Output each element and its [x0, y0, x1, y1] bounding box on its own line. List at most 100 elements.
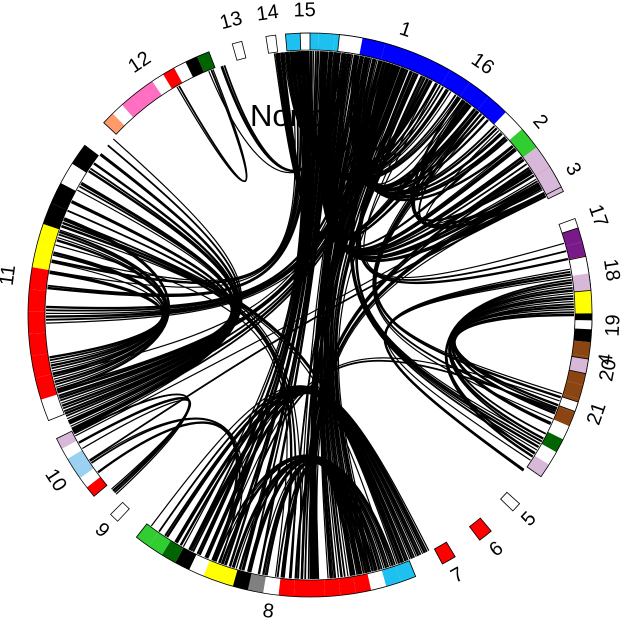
chromosome-band [553, 406, 575, 427]
chromosome-band [300, 33, 310, 51]
chromosome-band [469, 518, 492, 541]
link-ribbon [47, 50, 313, 297]
chromosome-label: 7 [447, 563, 468, 588]
chromosome-band [265, 35, 278, 54]
chromosome-20 [568, 355, 589, 375]
chromosome-band [152, 74, 172, 96]
chromosome-band [27, 311, 46, 334]
chromosome-12 [103, 51, 216, 135]
link-ribbon [205, 50, 313, 559]
chromosome-band [31, 353, 52, 379]
chromosome-outline [433, 541, 456, 565]
chromosome-band [494, 112, 523, 141]
chromosome-band [136, 523, 159, 547]
link-ribbon [51, 51, 302, 284]
chromosome-band [32, 245, 54, 271]
chromosome-label: 12 [124, 47, 155, 78]
link-ribbon [62, 221, 404, 563]
chromosome-9 [110, 501, 130, 522]
chromosome-band [293, 579, 310, 597]
link-ribbon [453, 313, 575, 407]
chromosome-band [56, 431, 77, 449]
chromosome-outline [103, 51, 216, 135]
chromosome-band [562, 380, 584, 400]
chromosome-band [60, 163, 87, 191]
chromosome-label: 1 [397, 18, 415, 42]
link-ribbon [322, 70, 412, 578]
link-ribbon [335, 54, 517, 252]
chromosome-label: 20 [595, 357, 621, 383]
link-ribbon [176, 69, 248, 182]
chromosome-band [500, 492, 520, 511]
chromosome-band [509, 129, 537, 158]
chromosome-band [122, 96, 143, 118]
chromosome-band [359, 37, 386, 60]
chromosome-band [338, 576, 356, 596]
chromosome-band [163, 67, 183, 89]
chromosome-band [569, 356, 589, 374]
link-ribbon [81, 399, 191, 490]
link-ribbon [304, 171, 533, 580]
link-ribbon [320, 69, 409, 579]
chromosome-label: 4 [594, 352, 617, 366]
chromosome-band [460, 82, 489, 110]
chromosome-band [232, 569, 252, 591]
chromosome-band [61, 440, 83, 459]
chromosome-band [562, 227, 583, 247]
link-ribbon [90, 417, 241, 564]
chromosome-outline [27, 144, 99, 422]
chromosome-band [572, 340, 591, 357]
chromosome-band [79, 468, 101, 488]
chromosome-band [110, 502, 130, 522]
chromosome-band [263, 576, 281, 596]
chromosome-label: 15 [293, 0, 316, 21]
chromosome-label: 18 [599, 257, 624, 282]
chromosome-label: 6 [485, 537, 507, 561]
chromosome-label: 11 [0, 263, 20, 286]
link-ribbon [337, 83, 439, 571]
chromosome-8 [135, 523, 417, 598]
chromosome-label: 16 [467, 49, 498, 80]
chromosome-label: 10 [40, 465, 71, 496]
link-ribbon [359, 58, 498, 194]
chromosome-11 [27, 144, 99, 422]
link-ribbon [64, 170, 238, 415]
chromosome-label: 13 [218, 7, 245, 34]
chromosome-14 [265, 34, 279, 54]
link-ribbon [448, 292, 574, 442]
chromosome-label: 9 [90, 519, 113, 543]
chromosome-outline [231, 40, 247, 61]
chromosome-band [523, 147, 550, 176]
chromosome-band [535, 166, 562, 195]
chromosome-band [527, 455, 550, 477]
chromosome-band [175, 547, 197, 570]
chromosome-band [203, 560, 224, 582]
chromosome-band [337, 34, 363, 55]
link-ribbon [354, 56, 508, 199]
chromosome-band [572, 273, 591, 292]
link-ribbon [178, 69, 248, 182]
chromosome-band [73, 459, 94, 479]
chromosome-outline [110, 501, 130, 522]
chromosome-band [148, 532, 171, 555]
chromosome-outline [265, 34, 279, 54]
link-ribbon [63, 218, 406, 562]
link-ribbon [349, 54, 514, 202]
chromosome-outline [526, 227, 593, 478]
link-ribbon [97, 421, 239, 562]
chromosome-outline [558, 396, 579, 412]
chromosome-band [131, 88, 153, 110]
chromosome-band [434, 542, 456, 564]
chromosome-band [141, 81, 162, 103]
chromosome-label: 14 [255, 1, 280, 26]
links-layer [45, 50, 575, 580]
chromosome-band [35, 374, 58, 400]
chromosome-band [534, 443, 557, 465]
chromosome-band [309, 579, 326, 597]
chromosome-band [395, 560, 416, 582]
chromosome-band [86, 476, 107, 497]
chromosome-band [285, 33, 303, 52]
chromosome-band [574, 319, 592, 330]
chromosome-band [353, 573, 372, 594]
